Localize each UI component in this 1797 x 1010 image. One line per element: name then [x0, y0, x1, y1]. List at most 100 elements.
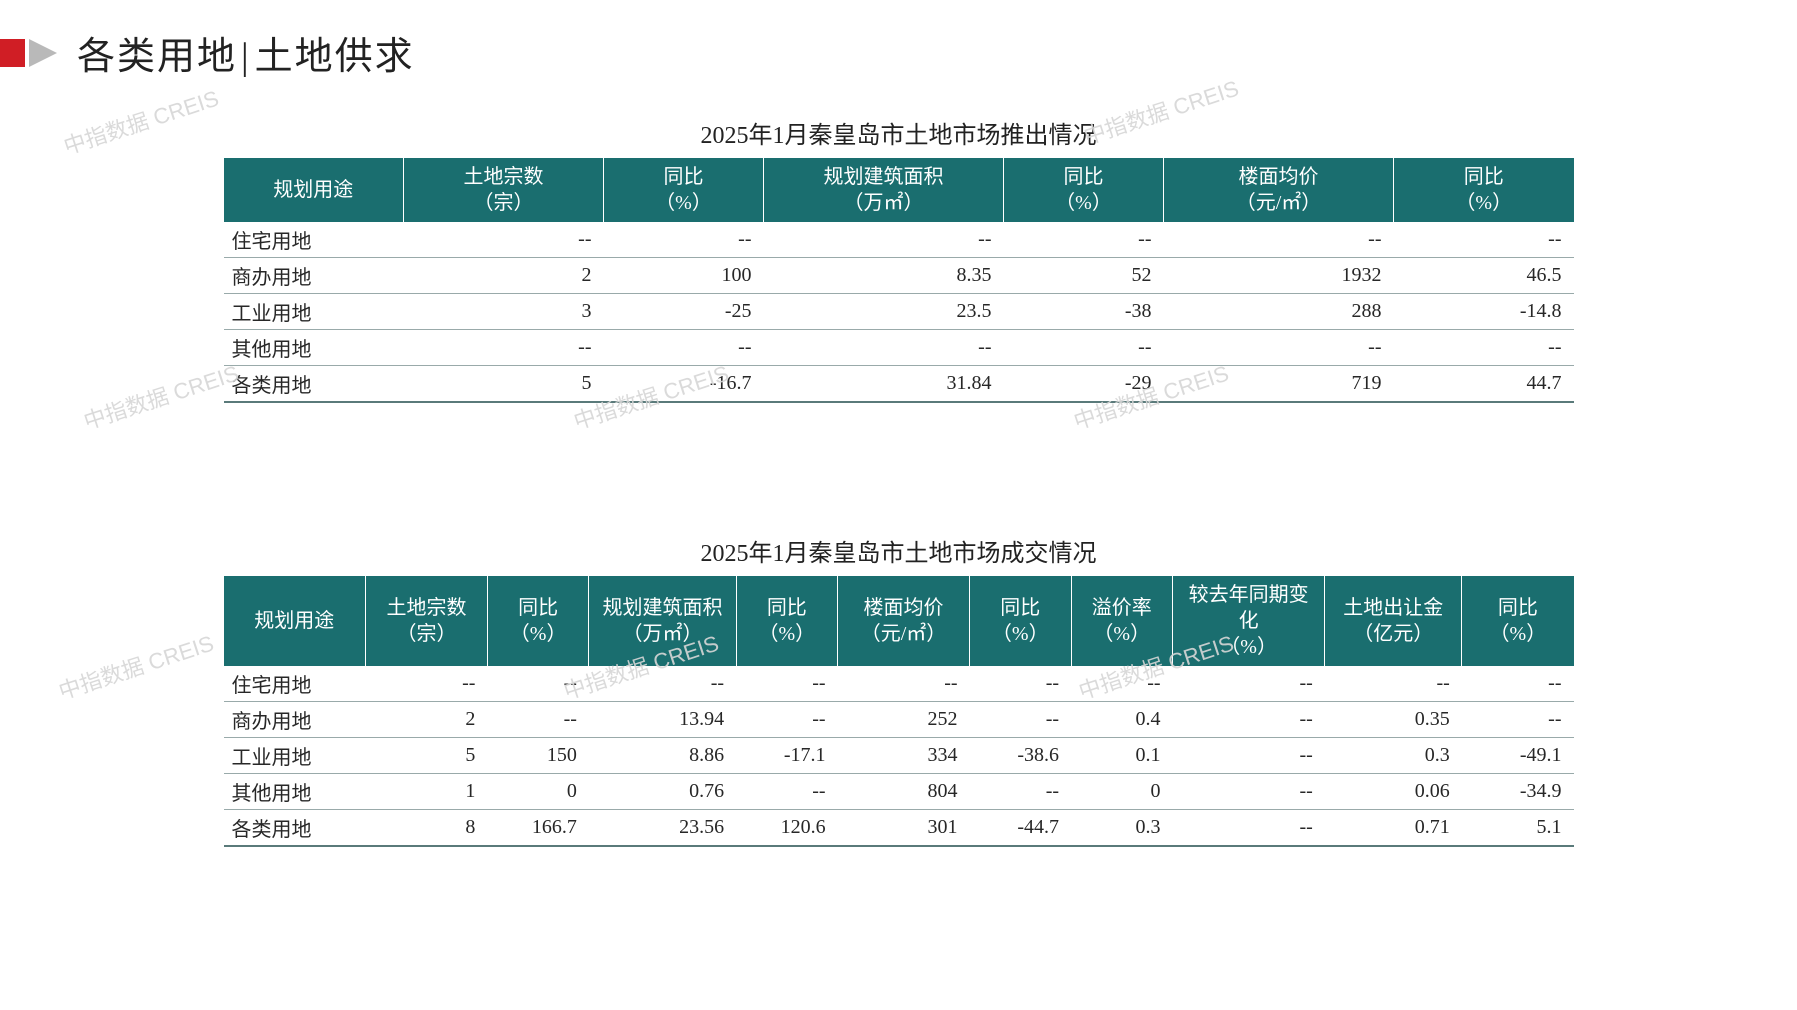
cell-value: --	[1004, 222, 1164, 258]
column-header: 土地出让金（亿元）	[1325, 576, 1462, 666]
cell-value: 0.71	[1325, 810, 1462, 847]
column-header: 土地宗数（宗）	[366, 576, 488, 666]
cell-value: 52	[1004, 258, 1164, 294]
column-header: 较去年同期变化（%）	[1173, 576, 1325, 666]
cell-value: 166.7	[487, 810, 589, 847]
row-label: 各类用地	[224, 366, 404, 403]
column-header: 楼面均价（元/㎡）	[1164, 158, 1394, 222]
table-row: 工业用地51508.86-17.1334-38.60.1--0.3-49.1	[224, 738, 1574, 774]
column-header: 同比（%）	[487, 576, 589, 666]
grey-accent-triangle	[29, 39, 57, 67]
cell-value: --	[970, 666, 1072, 702]
title-part2: 土地供求	[255, 36, 415, 78]
cell-value: -14.8	[1394, 294, 1574, 330]
cell-value: --	[1173, 738, 1325, 774]
cell-value: 8	[366, 810, 488, 847]
cell-value: --	[764, 330, 1004, 366]
cell-value: --	[1394, 330, 1574, 366]
transaction-table: 规划用途土地宗数（宗）同比（%）规划建筑面积（万㎡）同比（%）楼面均价（元/㎡）…	[224, 576, 1574, 847]
cell-value: --	[1164, 330, 1394, 366]
cell-value: 23.56	[589, 810, 736, 847]
red-accent-block	[0, 39, 25, 67]
row-label: 工业用地	[224, 738, 366, 774]
cell-value: 2	[404, 258, 604, 294]
table-row: 住宅用地------------	[224, 222, 1574, 258]
cell-value: 0.3	[1325, 738, 1462, 774]
cell-value: 13.94	[589, 702, 736, 738]
cell-value: 804	[838, 774, 970, 810]
cell-value: 44.7	[1394, 366, 1574, 403]
cell-value: --	[1325, 666, 1462, 702]
cell-value: --	[404, 222, 604, 258]
header-decoration	[0, 39, 57, 67]
cell-value: --	[1173, 702, 1325, 738]
column-header: 土地宗数（宗）	[404, 158, 604, 222]
cell-value: --	[970, 774, 1072, 810]
cell-value: 8.86	[589, 738, 736, 774]
cell-value: --	[736, 702, 838, 738]
cell-value: 3	[404, 294, 604, 330]
cell-value: 100	[604, 258, 764, 294]
cell-value: --	[736, 774, 838, 810]
cell-value: 719	[1164, 366, 1394, 403]
column-header: 溢价率（%）	[1071, 576, 1173, 666]
row-label: 工业用地	[224, 294, 404, 330]
column-header: 规划建筑面积（万㎡）	[764, 158, 1004, 222]
cell-value: 0.3	[1071, 810, 1173, 847]
cell-value: 1	[366, 774, 488, 810]
row-label: 各类用地	[224, 810, 366, 847]
cell-value: --	[736, 666, 838, 702]
watermark: 中指数据 CREIS	[79, 356, 242, 436]
page-title: 各类用地|土地供求	[77, 25, 415, 80]
table-row: 工业用地3-2523.5-38288-14.8	[224, 294, 1574, 330]
cell-value: --	[1173, 810, 1325, 847]
cell-value: 252	[838, 702, 970, 738]
cell-value: 301	[838, 810, 970, 847]
cell-value: -34.9	[1462, 774, 1574, 810]
column-header: 同比（%）	[970, 576, 1072, 666]
row-label: 其他用地	[224, 774, 366, 810]
column-header: 同比（%）	[1462, 576, 1574, 666]
cell-value: 0.76	[589, 774, 736, 810]
cell-value: 1932	[1164, 258, 1394, 294]
watermark: 中指数据 CREIS	[54, 626, 217, 706]
cell-value: --	[1173, 774, 1325, 810]
table-row: 住宅用地--------------------	[224, 666, 1574, 702]
cell-value: 8.35	[764, 258, 1004, 294]
cell-value: --	[970, 702, 1072, 738]
column-header: 楼面均价（元/㎡）	[838, 576, 970, 666]
cell-value: -38.6	[970, 738, 1072, 774]
cell-value: --	[1462, 666, 1574, 702]
table-row: 商办用地2--13.94--252--0.4--0.35--	[224, 702, 1574, 738]
cell-value: -49.1	[1462, 738, 1574, 774]
cell-value: --	[366, 666, 488, 702]
cell-value: 0.4	[1071, 702, 1173, 738]
cell-value: 5	[366, 738, 488, 774]
column-header: 同比（%）	[1394, 158, 1574, 222]
cell-value: 120.6	[736, 810, 838, 847]
cell-value: -17.1	[736, 738, 838, 774]
cell-value: -38	[1004, 294, 1164, 330]
row-label: 住宅用地	[224, 222, 404, 258]
table-row: 商办用地21008.3552193246.5	[224, 258, 1574, 294]
table1-title: 2025年1月秦皇岛市土地市场推出情况	[0, 115, 1797, 150]
row-label: 商办用地	[224, 258, 404, 294]
cell-value: 46.5	[1394, 258, 1574, 294]
cell-value: --	[764, 222, 1004, 258]
cell-value: 0	[487, 774, 589, 810]
column-header: 同比（%）	[736, 576, 838, 666]
cell-value: 0	[1071, 774, 1173, 810]
row-label: 住宅用地	[224, 666, 366, 702]
cell-value: 23.5	[764, 294, 1004, 330]
cell-value: -16.7	[604, 366, 764, 403]
cell-value: 0.1	[1071, 738, 1173, 774]
cell-value: 5	[404, 366, 604, 403]
cell-value: --	[1462, 702, 1574, 738]
row-label: 商办用地	[224, 702, 366, 738]
cell-value: 5.1	[1462, 810, 1574, 847]
cell-value: --	[604, 222, 764, 258]
cell-value: --	[1173, 666, 1325, 702]
table2-title: 2025年1月秦皇岛市土地市场成交情况	[0, 533, 1797, 568]
cell-value: --	[487, 666, 589, 702]
cell-value: 334	[838, 738, 970, 774]
